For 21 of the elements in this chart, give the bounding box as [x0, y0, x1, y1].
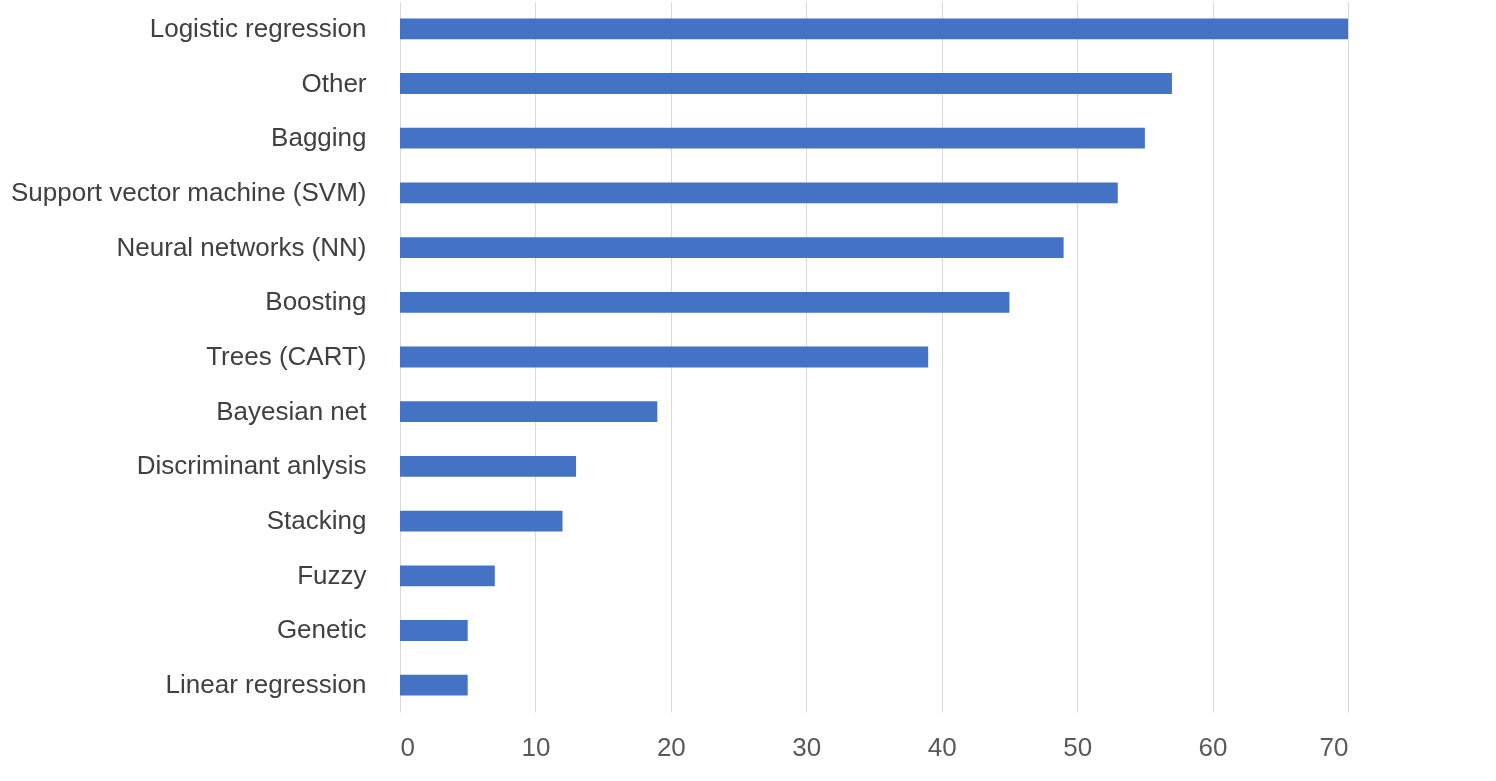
y-tick-label: Stacking	[266, 505, 367, 536]
y-tick-label: Trees (CART)	[206, 341, 367, 371]
y-tick-label: Support vector machine (SVM)	[11, 176, 367, 207]
y-tick-label: Linear regression	[165, 669, 367, 700]
y-tick-label: Bayesian net	[216, 395, 368, 426]
x-tick-label: 10	[521, 731, 551, 762]
x-tick-label: 30	[792, 731, 822, 762]
y-tick-label: Bagging	[271, 122, 367, 153]
x-tick-label: 40	[927, 731, 957, 762]
y-tick-label: Logistic regression	[149, 12, 367, 43]
y-tick-label: Boosting	[265, 286, 367, 317]
x-tick-label: 0	[400, 731, 415, 762]
x-tick-label: 60	[1198, 731, 1228, 762]
x-tick-label: 50	[1063, 731, 1093, 762]
y-tick-label: Other	[301, 67, 367, 98]
y-tick-label: Discriminant anlysis	[136, 450, 367, 481]
x-tick-label: 20	[656, 731, 686, 762]
y-tick-label: Neural networks (NN)	[116, 231, 367, 262]
x-tick-label: 70	[1319, 731, 1349, 762]
y-tick-label: Fuzzy	[297, 559, 367, 590]
y-tick-label: Genetic	[276, 614, 367, 645]
